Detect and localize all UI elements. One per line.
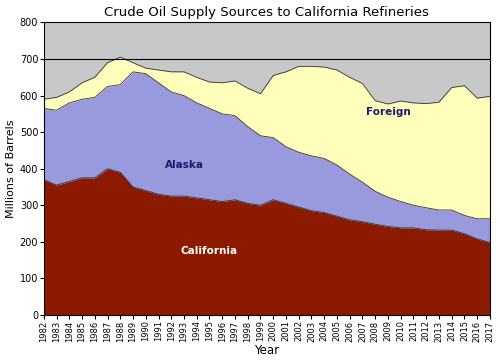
Title: Crude Oil Supply Sources to California Refineries: Crude Oil Supply Sources to California R… [104, 5, 430, 19]
X-axis label: Year: Year [254, 344, 280, 358]
Text: Alaska: Alaska [164, 160, 203, 170]
Text: Foreign: Foreign [366, 107, 410, 117]
Text: California: California [181, 246, 238, 256]
Y-axis label: Millions of Barrels: Millions of Barrels [6, 119, 16, 218]
